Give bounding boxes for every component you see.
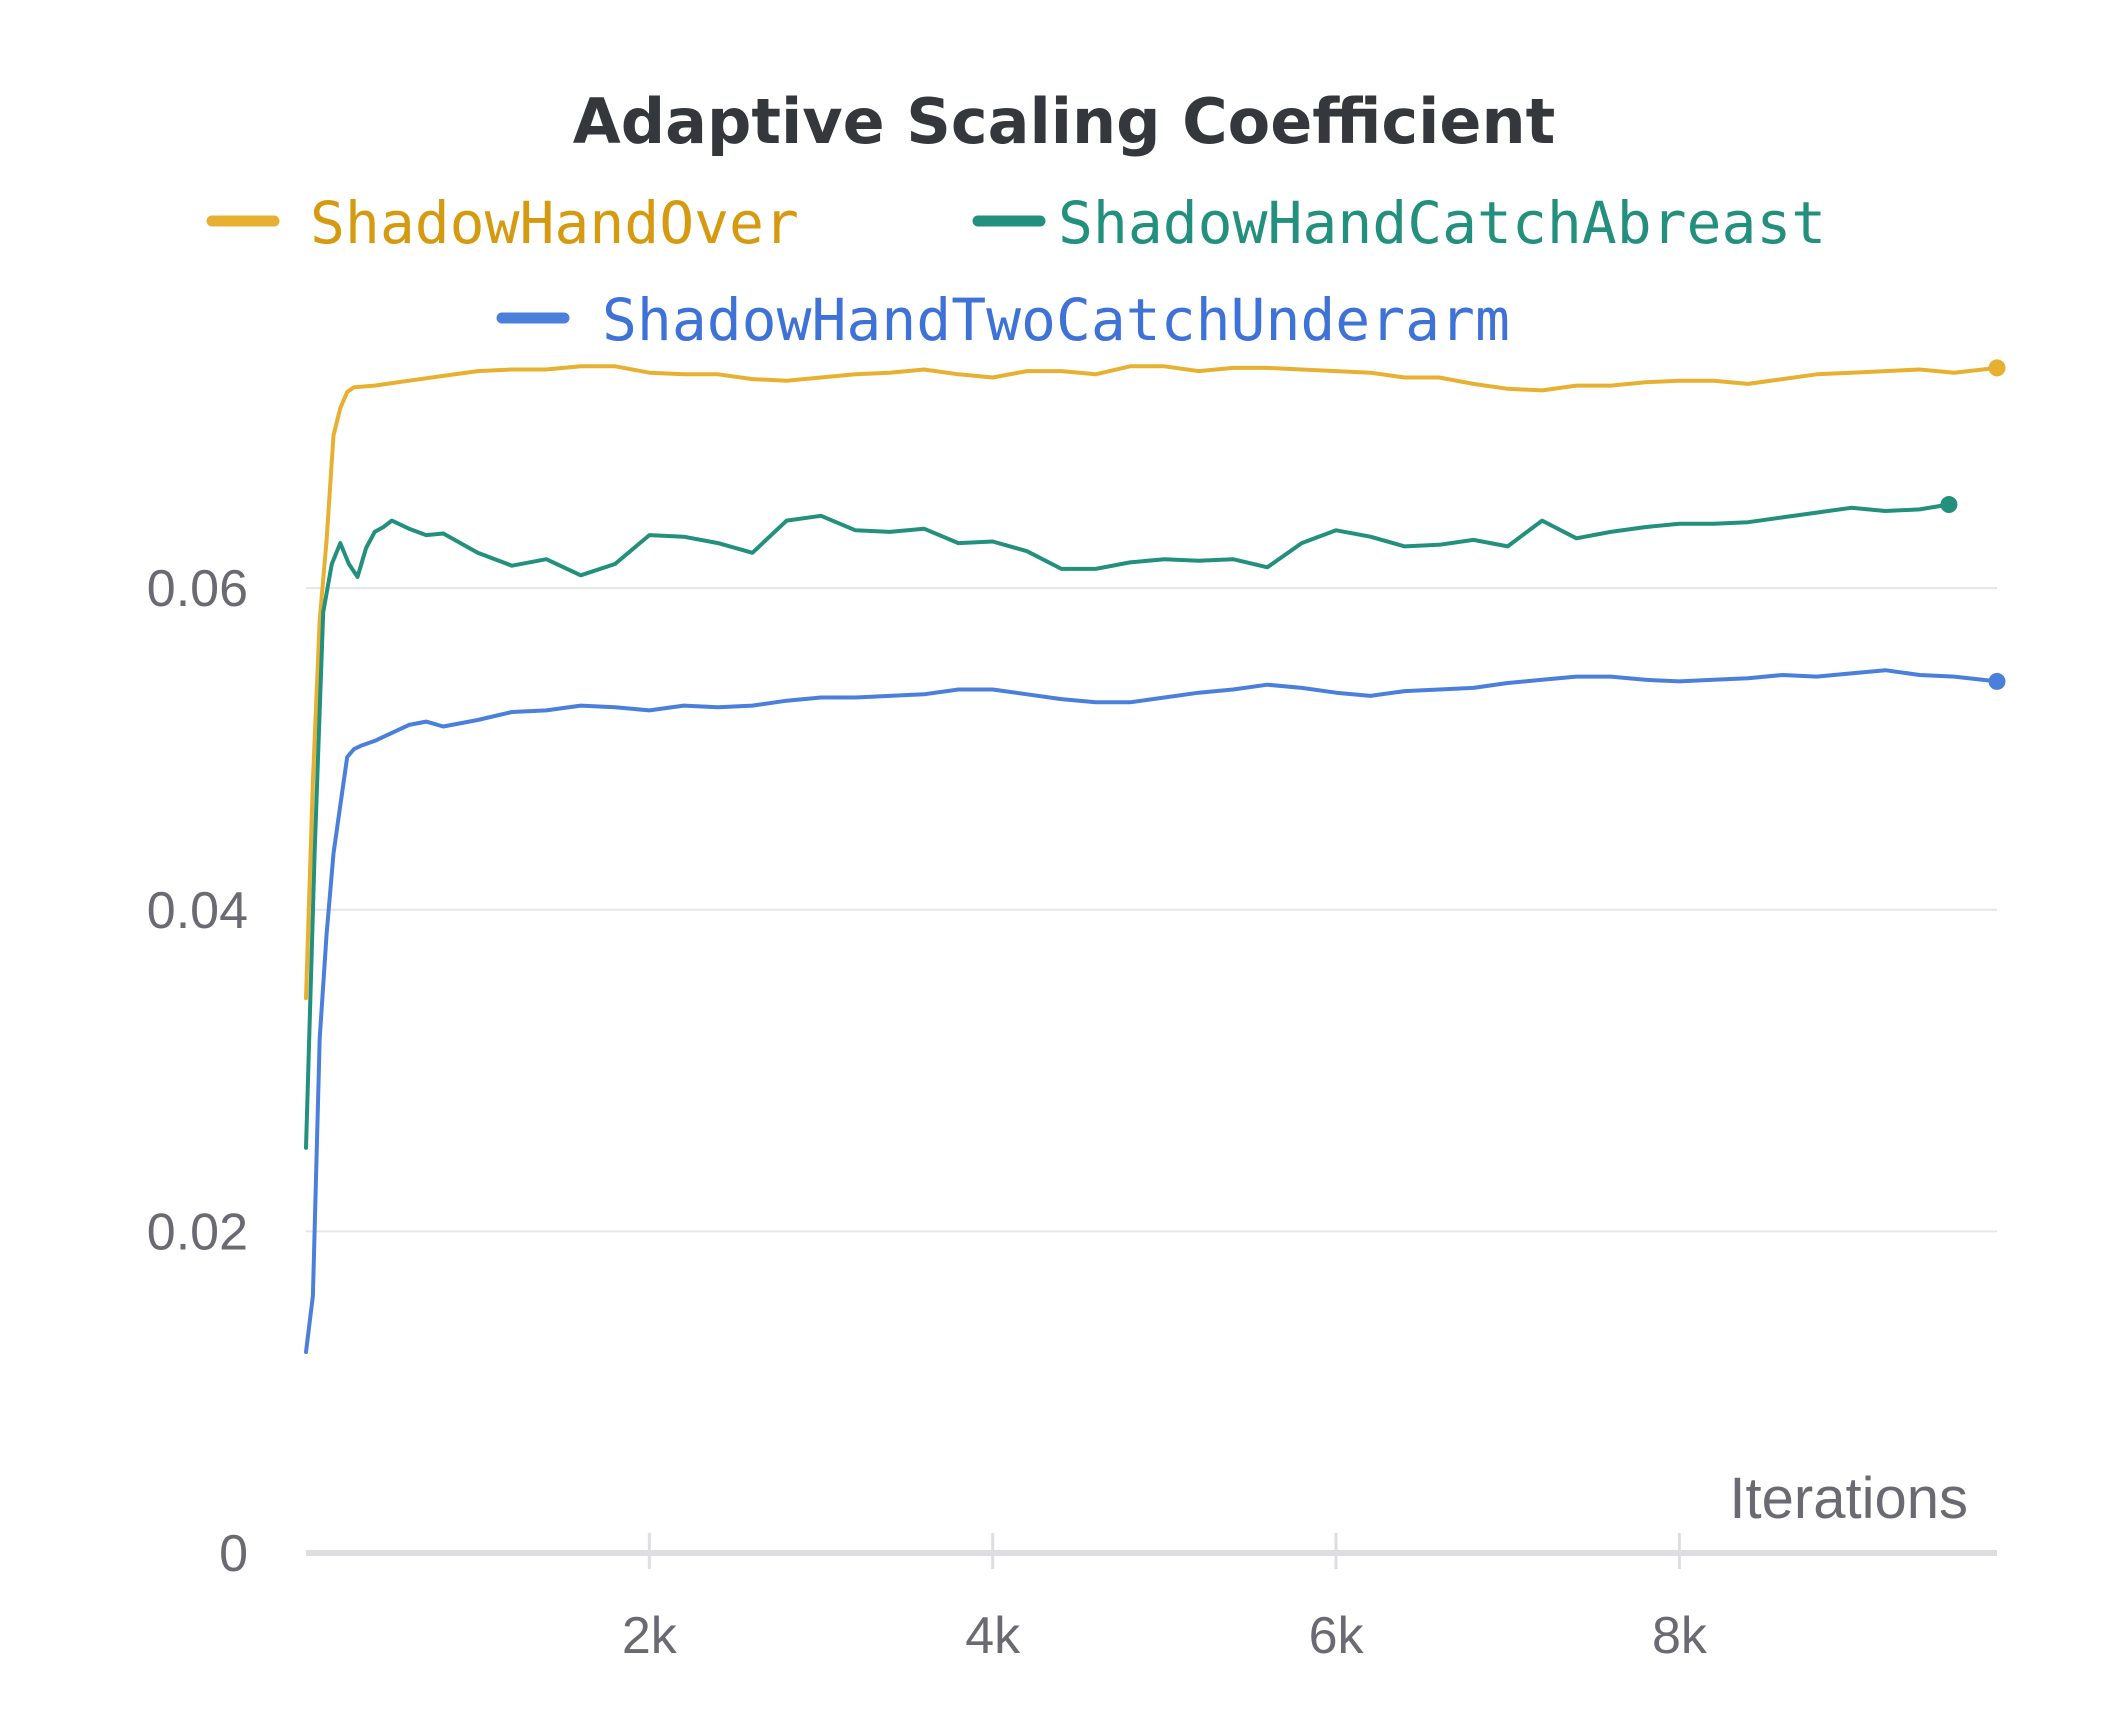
chart-title: Adaptive Scaling Coefficient — [573, 85, 1556, 158]
legend-label: ShadowHandCatchAbreast — [1058, 189, 1826, 257]
legend-label: ShadowHandOver — [310, 189, 799, 257]
y-axis: 0 0.02 0.04 0.06 — [147, 560, 248, 1583]
x-tick-label: 8k — [1652, 1607, 1708, 1665]
legend: ShadowHandOver ShadowHandCatchAbreast Shad… — [206, 189, 1826, 354]
grid — [306, 587, 1997, 1233]
y-tick-label: 0.06 — [147, 560, 248, 618]
x-tick-label: 6k — [1309, 1607, 1365, 1665]
y-tick-label: 0.04 — [147, 882, 248, 940]
x-axis: 2k 4k 6k 8k — [306, 1533, 1997, 1665]
x-axis-label: Iterations — [1729, 1466, 1968, 1531]
series-line — [304, 668, 1999, 1354]
series-layer — [304, 359, 2006, 1354]
series-line — [304, 502, 1951, 1150]
x-tick-label: 2k — [622, 1607, 678, 1665]
series-end-point — [1988, 359, 2006, 377]
legend-label: ShadowHandTwoCatchUnderarm — [602, 286, 1510, 354]
y-tick-label: 0 — [219, 1525, 248, 1583]
x-tick-label: 4k — [965, 1607, 1021, 1665]
series-end-point — [1940, 496, 1958, 514]
series-line — [304, 364, 1999, 1001]
series-end-point — [1988, 672, 2006, 690]
y-tick-label: 0.02 — [147, 1203, 248, 1261]
